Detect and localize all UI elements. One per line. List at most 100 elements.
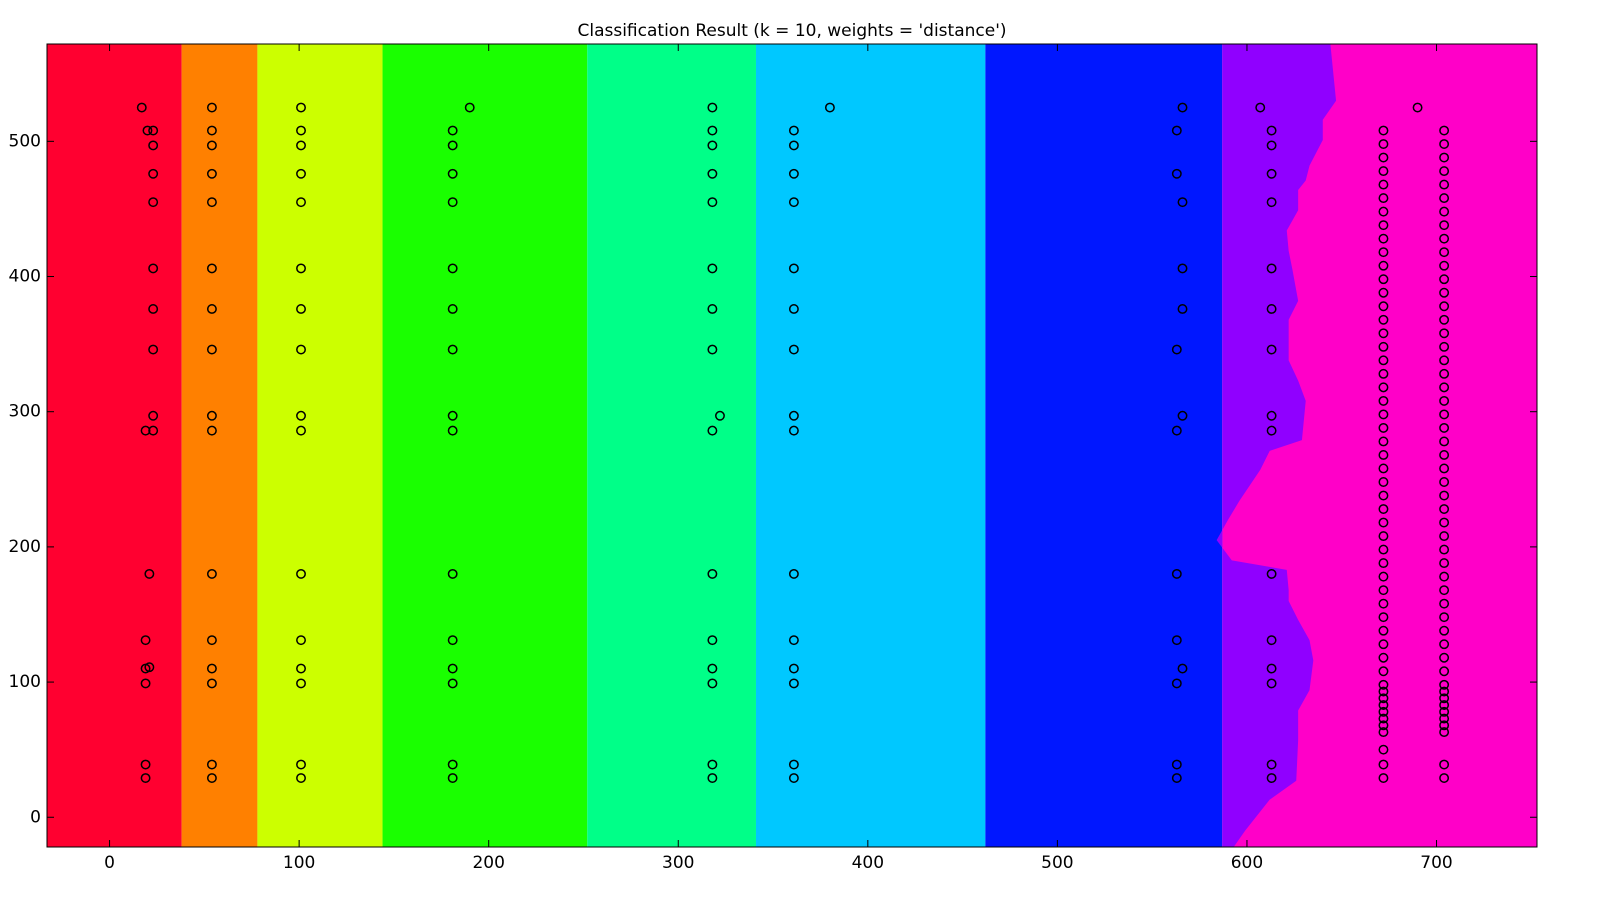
data-point xyxy=(1439,558,1450,569)
data-point xyxy=(1378,612,1389,623)
data-point xyxy=(447,568,458,579)
data-point xyxy=(788,663,799,674)
data-point xyxy=(788,678,799,689)
data-point xyxy=(1378,395,1389,406)
data-point xyxy=(464,102,475,113)
plot-area xyxy=(47,44,1537,847)
data-point xyxy=(707,263,718,274)
data-point xyxy=(1378,517,1389,528)
data-point xyxy=(1266,568,1277,579)
data-point xyxy=(1171,635,1182,646)
axes: 0 100 200 300 400 500 600 700 0 100 200 300 400 500 xyxy=(9,43,1538,873)
data-point xyxy=(206,263,217,274)
data-point xyxy=(1439,355,1450,366)
data-point xyxy=(1171,168,1182,179)
data-point xyxy=(1378,744,1389,755)
data-point xyxy=(447,125,458,136)
y-tick-label: 300 xyxy=(9,402,41,422)
data-point xyxy=(1439,693,1450,704)
data-point xyxy=(296,663,306,674)
data-point xyxy=(1378,706,1389,717)
data-point xyxy=(296,410,306,421)
data-point xyxy=(1439,301,1450,312)
data-point xyxy=(1171,425,1182,436)
data-point xyxy=(1439,571,1450,582)
data-point xyxy=(1266,168,1277,179)
x-tick-label: 400 xyxy=(852,853,884,873)
y-tick-label: 400 xyxy=(9,267,41,287)
data-point xyxy=(1439,700,1450,711)
data-point xyxy=(1266,140,1277,151)
data-point xyxy=(1439,504,1450,514)
data-point xyxy=(1439,139,1450,149)
x-tick-label: 500 xyxy=(1041,853,1073,873)
data-point xyxy=(1266,663,1277,674)
data-point xyxy=(788,425,799,436)
data-point xyxy=(707,635,718,646)
data-point xyxy=(707,425,718,436)
data-point xyxy=(1439,341,1450,352)
data-point xyxy=(1266,125,1277,136)
data-point xyxy=(1439,598,1450,609)
data-point xyxy=(1177,197,1188,208)
data-point xyxy=(1439,368,1450,379)
data-point xyxy=(148,168,159,179)
data-point xyxy=(1378,686,1389,697)
data-point xyxy=(1412,102,1423,113)
data-point xyxy=(447,773,458,784)
data-point xyxy=(1378,233,1389,244)
data-point xyxy=(1255,102,1266,113)
data-point xyxy=(788,410,799,421)
data-point xyxy=(707,678,718,689)
data-point xyxy=(447,263,458,274)
data-point xyxy=(206,140,217,151)
data-point xyxy=(1378,666,1389,677)
data-point xyxy=(1439,477,1450,487)
data-point xyxy=(1378,544,1389,555)
data-point xyxy=(707,773,718,784)
data-point xyxy=(1171,568,1182,579)
data-point xyxy=(1378,409,1389,420)
region xyxy=(181,44,258,847)
data-point xyxy=(1439,220,1450,231)
data-point xyxy=(1171,125,1182,136)
data-point xyxy=(206,102,217,113)
region xyxy=(257,44,383,847)
data-point xyxy=(296,102,306,113)
data-point xyxy=(1266,344,1277,355)
data-point xyxy=(296,425,306,436)
data-point xyxy=(707,759,718,770)
data-point xyxy=(206,410,217,421)
data-point xyxy=(1266,410,1277,421)
data-point xyxy=(707,102,718,113)
data-point xyxy=(296,140,306,151)
data-point xyxy=(1266,773,1277,784)
data-point xyxy=(140,425,151,436)
data-point xyxy=(1439,436,1450,447)
data-point xyxy=(148,304,159,314)
data-point xyxy=(296,304,306,314)
x-tick-label: 100 xyxy=(283,853,315,873)
data-point xyxy=(1378,247,1389,258)
data-point xyxy=(1439,152,1450,163)
data-point xyxy=(1378,700,1389,711)
data-point xyxy=(296,568,306,579)
y-tick-label: 100 xyxy=(9,672,41,692)
data-point xyxy=(1439,625,1450,636)
data-point xyxy=(447,344,458,355)
data-point xyxy=(1378,341,1389,352)
data-point xyxy=(1378,490,1389,501)
data-point xyxy=(1439,713,1450,724)
data-point xyxy=(148,344,159,355)
data-point xyxy=(1177,663,1188,674)
data-point xyxy=(447,759,458,770)
data-point xyxy=(1439,759,1450,770)
data-point xyxy=(1439,166,1450,177)
data-point xyxy=(1378,125,1389,136)
data-point xyxy=(206,773,217,784)
y-tick-label: 200 xyxy=(9,537,41,557)
data-point xyxy=(206,304,217,314)
data-point xyxy=(824,102,835,113)
region xyxy=(382,44,588,847)
data-point xyxy=(1378,693,1389,704)
